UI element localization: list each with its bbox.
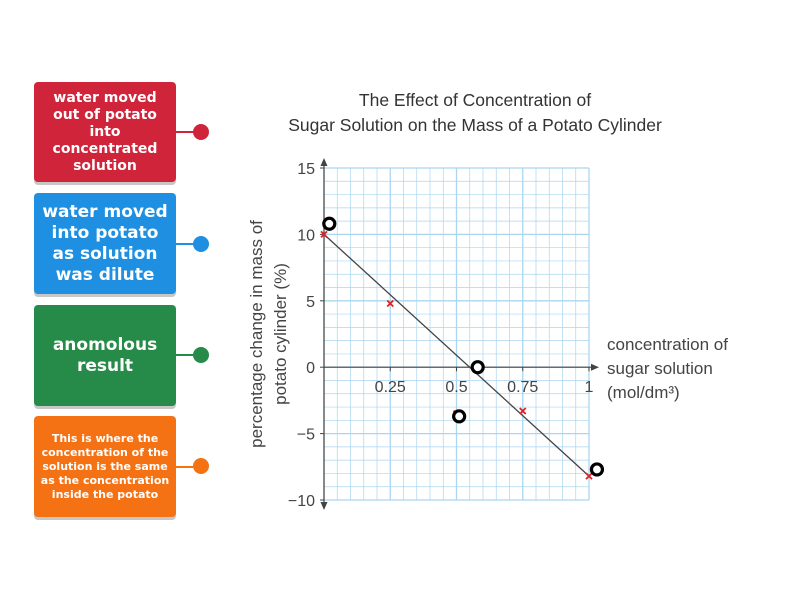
drop-target-ring[interactable] xyxy=(322,216,337,231)
y-tick-label: −10 xyxy=(288,493,315,510)
drop-target-ring[interactable] xyxy=(470,360,485,375)
data-point-stroke xyxy=(585,472,593,480)
label-water-moved-out[interactable]: water moved out of potato into concentra… xyxy=(34,82,176,182)
label-water-moved-out-handle[interactable] xyxy=(193,124,209,140)
label-equal-concentration-connector xyxy=(176,466,196,468)
data-point xyxy=(386,299,394,308)
y-tick-label: 0 xyxy=(306,360,315,377)
chart-titles: The Effect of Concentration of Sugar Solu… xyxy=(247,90,728,448)
tick-labels: 15 10 5 0 −5 −10 0.25 0.5 0.75 1 xyxy=(288,161,594,510)
x-tick-label: 0.25 xyxy=(375,379,406,396)
chart-title-line: The Effect of Concentration of xyxy=(359,90,591,110)
y-tick-label: −5 xyxy=(297,427,315,444)
drop-target-ring[interactable] xyxy=(452,409,467,424)
x-tick-label: 0.75 xyxy=(507,379,538,396)
label-equal-concentration-text: This is where the concentration of the s… xyxy=(40,431,170,501)
label-equal-concentration[interactable]: This is where the concentration of the s… xyxy=(34,416,176,517)
y-axis-arrow-down xyxy=(320,502,328,510)
x-axis-label-line: (mol/dm³) xyxy=(607,383,680,402)
drop-target-ring[interactable] xyxy=(589,462,605,477)
axes xyxy=(320,158,599,510)
label-water-moved-in-text: water moved into potato as solution was … xyxy=(42,201,168,285)
y-axis-label-line: potato cylinder (%) xyxy=(271,263,290,405)
x-axis-label-line: concentration of xyxy=(607,335,728,354)
y-axis-label-line: percentage change in mass of xyxy=(247,220,266,448)
data-point xyxy=(585,472,593,480)
label-water-moved-out-text: water moved out of potato into concentra… xyxy=(52,89,158,174)
data-point-stroke xyxy=(386,299,394,308)
label-equal-concentration-handle[interactable] xyxy=(193,458,209,474)
data-point-stroke xyxy=(519,407,527,415)
label-water-moved-in-handle[interactable] xyxy=(193,236,209,252)
label-anomalous-result[interactable]: anomolous result xyxy=(34,305,176,406)
x-tick-label: 1 xyxy=(585,379,594,396)
label-water-moved-in-connector xyxy=(176,243,196,245)
data-point xyxy=(320,230,328,239)
label-water-moved-out-connector xyxy=(176,131,196,133)
chart-title-line: Sugar Solution on the Mass of a Potato C… xyxy=(288,115,662,135)
data-point xyxy=(519,407,527,415)
drop-targets xyxy=(322,216,605,477)
y-tick-label: 15 xyxy=(297,161,315,178)
y-tick-label: 10 xyxy=(297,227,315,244)
y-axis-label: percentage change in mass of potato cylin… xyxy=(247,220,290,448)
x-axis-arrow xyxy=(591,363,599,371)
best-fit-line-group xyxy=(323,233,590,477)
label-anomalous-result-connector xyxy=(176,354,196,356)
data-point-stroke xyxy=(320,230,328,239)
best-fit-line xyxy=(323,233,590,477)
label-anomalous-result-handle[interactable] xyxy=(193,347,209,363)
x-tick-label: 0.5 xyxy=(445,379,467,396)
label-water-moved-in[interactable]: water moved into potato as solution was … xyxy=(34,193,176,294)
y-axis-arrow-up xyxy=(320,158,328,166)
label-anomalous-result-text: anomolous result xyxy=(52,334,158,376)
x-axis-label-line: sugar solution xyxy=(607,359,713,378)
y-tick-label: 5 xyxy=(306,294,315,311)
